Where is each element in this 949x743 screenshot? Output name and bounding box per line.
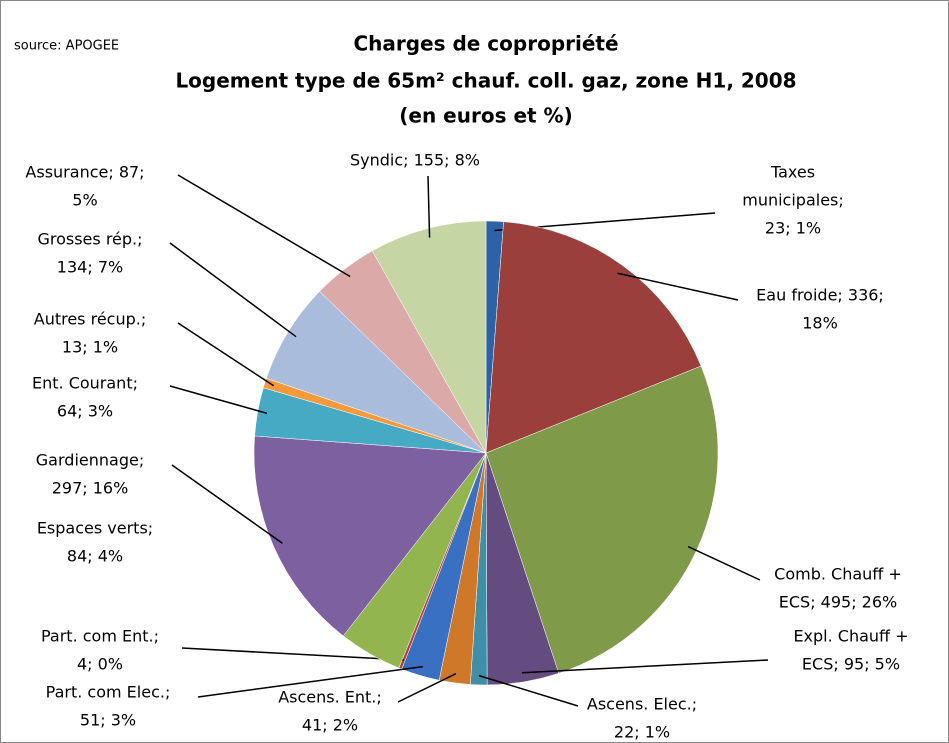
chart-title: Logement type de 65m² chauf. coll. gaz, …	[175, 69, 796, 93]
data-label: Eau froide; 336;	[756, 286, 884, 305]
data-label: Expl. Chauff +	[793, 627, 908, 646]
data-label: Ent. Courant;	[32, 374, 138, 393]
data-label: Assurance; 87;	[25, 163, 144, 182]
data-label: 84; 4%	[67, 547, 123, 566]
data-label: 5%	[72, 191, 97, 210]
leader-line	[177, 322, 275, 387]
data-label: Espaces verts;	[37, 519, 153, 538]
leader-line	[427, 175, 431, 238]
leader-line	[169, 385, 268, 415]
source-note: source: APOGEE	[14, 39, 119, 54]
data-label: Grosses rép.;	[37, 230, 142, 249]
data-label: ECS; 95; 5%	[802, 655, 900, 674]
data-label: Gardiennage;	[36, 451, 144, 470]
data-label: 64; 3%	[57, 402, 113, 421]
leader-line	[521, 659, 769, 674]
pie-slice	[485, 221, 702, 454]
leader-line	[169, 242, 297, 338]
data-label: 51; 3%	[80, 711, 136, 730]
data-label: 41; 2%	[302, 716, 358, 735]
data-label: 22; 1%	[614, 723, 670, 742]
pie-slice	[266, 290, 487, 454]
data-label: 4; 0%	[77, 655, 123, 674]
leader-line	[687, 545, 761, 581]
data-label: 18%	[802, 314, 838, 333]
data-label: 23; 1%	[765, 219, 821, 238]
leader-line	[171, 464, 283, 544]
leader-line	[177, 174, 351, 278]
leader-line	[617, 272, 739, 301]
data-label: municipales;	[742, 191, 844, 210]
leader-line	[478, 674, 579, 707]
data-label: 297; 16%	[52, 479, 129, 498]
pie-slice	[371, 220, 487, 454]
leader-line	[181, 647, 404, 661]
data-label: Ascens. Ent.;	[278, 688, 382, 707]
data-label: Part. com Elec.;	[46, 683, 171, 702]
data-label: 13; 1%	[62, 338, 118, 357]
data-label: Taxes	[770, 163, 815, 182]
data-label: Autres récup.;	[34, 310, 147, 329]
data-label: Part. com Ent.;	[41, 627, 159, 646]
leader-line	[397, 673, 457, 703]
data-label: Ascens. Elec.;	[587, 695, 697, 714]
chart-title: (en euros et %)	[399, 104, 572, 128]
data-label: Syndic; 155; 8%	[350, 151, 480, 170]
chart-title: Charges de copropriété	[353, 32, 618, 56]
pie-slice	[253, 435, 487, 637]
leader-line	[197, 665, 423, 698]
data-label: 134; 7%	[57, 258, 123, 277]
data-label: Comb. Chauff +	[774, 565, 902, 584]
data-label: ECS; 495; 26%	[779, 593, 898, 612]
